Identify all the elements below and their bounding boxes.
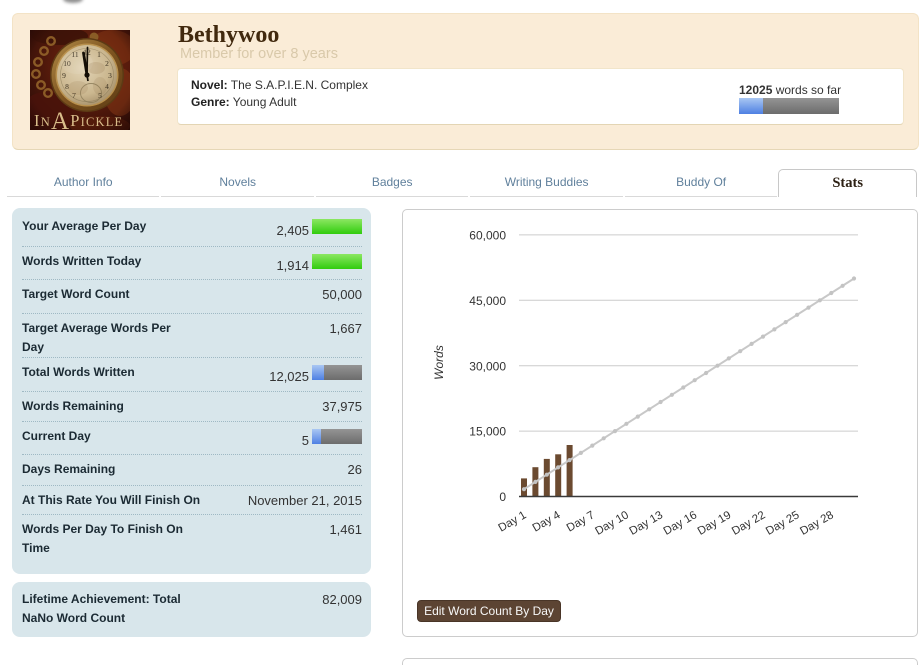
svg-text:Day 28: Day 28 [798,509,836,538]
svg-text:Day 4: Day 4 [531,509,564,535]
svg-text:Day 19: Day 19 [696,509,734,538]
svg-text:Day 7: Day 7 [565,509,597,534]
svg-text:Day 25: Day 25 [764,509,802,538]
svg-text:Day 13: Day 13 [628,509,666,538]
svg-text:Day 10: Day 10 [593,509,631,538]
svg-text:Day 22: Day 22 [730,509,768,538]
svg-text:0: 0 [499,490,506,504]
svg-text:45,000: 45,000 [469,294,506,308]
svg-text:Words: Words [432,345,446,380]
svg-text:60,000: 60,000 [469,229,506,243]
svg-text:15,000: 15,000 [469,425,506,439]
svg-text:Day 1: Day 1 [496,509,528,534]
svg-text:Day 16: Day 16 [662,509,700,538]
svg-text:30,000: 30,000 [469,359,506,373]
